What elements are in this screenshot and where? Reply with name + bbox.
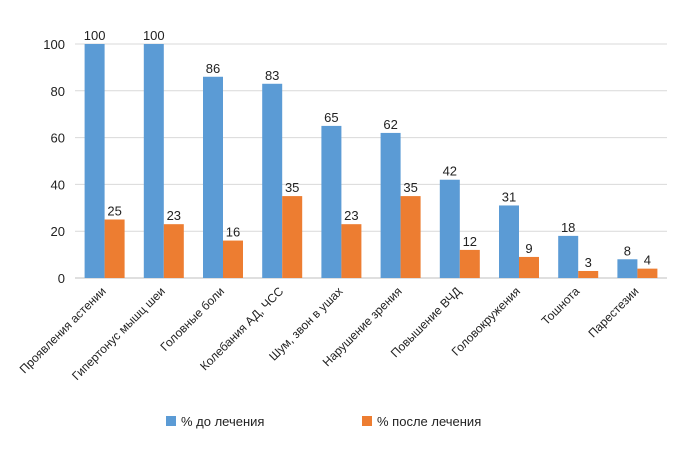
bar-after (400, 196, 421, 278)
legend-swatch-before (166, 416, 176, 426)
data-label: 62 (383, 117, 397, 132)
legend-label-before: % до лечения (181, 414, 264, 429)
data-label: 8 (624, 243, 631, 258)
bar-before (499, 205, 519, 278)
bar-before (439, 179, 460, 278)
bar-after (163, 224, 184, 278)
data-label: 3 (585, 255, 592, 270)
data-label: 18 (561, 220, 575, 235)
data-label: 35 (285, 180, 299, 195)
data-label: 12 (463, 234, 477, 249)
bar-before (558, 235, 579, 278)
legend: % до лечения % после лечения (166, 414, 481, 429)
data-labels: 100 100 86 83 65 62 42 31 18 8 25 23 16 35 23 35 12 9 3 4 (84, 28, 651, 270)
data-label: 31 (502, 189, 516, 204)
bars (84, 44, 658, 279)
y-tick-label: 0 (58, 271, 65, 286)
data-label: 25 (107, 204, 121, 219)
bar-before (84, 44, 105, 278)
data-label: 16 (226, 225, 240, 240)
data-label: 83 (265, 68, 279, 83)
data-label: 23 (167, 208, 181, 223)
legend-label-after: % после лечения (377, 414, 481, 429)
y-tick-label: 40 (51, 177, 65, 192)
bar-before (203, 76, 223, 278)
data-label: 35 (403, 180, 417, 195)
data-label: 4 (644, 253, 651, 268)
y-tick-label: 60 (51, 131, 65, 146)
bar-after (459, 249, 480, 278)
bar-before (262, 83, 283, 278)
data-label: 100 (84, 28, 106, 43)
bar-after (578, 270, 599, 278)
data-label: 65 (324, 110, 338, 125)
y-tick-label: 80 (51, 84, 65, 99)
bar-after (341, 224, 362, 278)
legend-swatch-after (362, 416, 372, 426)
x-category-label: Парестезии (585, 284, 641, 340)
bar-before (617, 259, 638, 278)
y-axis-ticks: 0 20 40 60 80 100 (43, 37, 65, 286)
bar-after (519, 256, 539, 278)
y-tick-label: 100 (43, 37, 65, 52)
bar-before (380, 132, 401, 278)
data-label: 23 (344, 208, 358, 223)
bar-after (637, 268, 658, 278)
data-label: 86 (206, 61, 220, 76)
data-label: 100 (143, 28, 165, 43)
bar-after (282, 196, 303, 278)
bar-after (223, 240, 243, 278)
data-label: 9 (525, 241, 532, 256)
x-category-label: Тошнота (539, 284, 583, 328)
bar-after (104, 219, 125, 278)
bar-before (143, 44, 164, 278)
bar-before (321, 125, 342, 279)
data-label: 42 (443, 164, 457, 179)
y-tick-label: 20 (51, 224, 65, 239)
